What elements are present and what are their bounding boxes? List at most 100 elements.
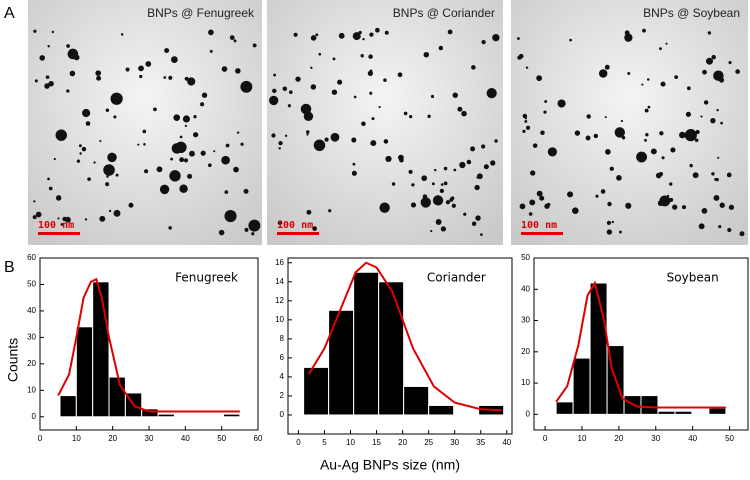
particle <box>585 135 591 141</box>
particle <box>655 172 662 179</box>
histogram-bar <box>353 271 380 416</box>
particle <box>703 100 709 105</box>
panel-label: B <box>4 259 15 276</box>
histogram-bar <box>141 408 159 418</box>
particle <box>187 173 193 179</box>
particle <box>430 94 435 99</box>
particle <box>105 182 110 187</box>
particle <box>609 166 614 171</box>
tem-image: BNPs @ Fenugreek 100 nm <box>28 0 262 245</box>
x-tick-label: 0 <box>296 438 301 447</box>
particle <box>277 220 283 226</box>
particle <box>107 152 117 163</box>
particle <box>684 129 697 142</box>
particle <box>278 140 283 146</box>
particle <box>682 205 687 210</box>
particle <box>391 182 396 186</box>
image-background <box>28 0 262 245</box>
particle <box>666 194 670 198</box>
particle <box>284 134 288 137</box>
particle <box>674 75 679 80</box>
particle <box>271 133 276 138</box>
particle <box>443 166 448 171</box>
particle <box>184 124 187 128</box>
particle <box>369 91 373 95</box>
particle <box>644 138 647 142</box>
particle <box>99 215 106 222</box>
particle <box>95 70 102 77</box>
particle <box>138 65 144 72</box>
particle <box>288 90 293 95</box>
particle <box>644 108 649 113</box>
particle <box>57 217 60 220</box>
x-tick-label: 10 <box>578 434 587 443</box>
particle <box>659 47 662 51</box>
particle <box>569 38 572 42</box>
particle <box>142 129 147 134</box>
particle <box>295 76 301 82</box>
particle <box>574 130 581 136</box>
particle <box>461 110 467 117</box>
particle <box>607 201 612 207</box>
particle <box>481 144 486 149</box>
particle <box>378 105 381 109</box>
particle <box>475 215 481 221</box>
particle <box>103 164 115 176</box>
particle <box>486 87 497 99</box>
particle <box>689 163 693 168</box>
particle <box>213 150 216 153</box>
histogram-chart: 0 10 20 30 40 50 60 0 10 20 30 40 50 60 Fenugreek <box>27 253 263 443</box>
y-tick-label: 20 <box>27 359 36 368</box>
particle <box>385 155 392 163</box>
particle <box>82 108 91 118</box>
particle <box>120 33 124 36</box>
particle <box>200 150 206 156</box>
particle <box>273 73 276 77</box>
particle <box>175 141 187 153</box>
particle <box>463 212 467 216</box>
y-axis-label: Counts <box>5 338 21 382</box>
scale-bar <box>38 232 80 235</box>
particle <box>739 231 745 237</box>
particle <box>411 183 415 187</box>
y-tick-label: 6 <box>280 353 285 362</box>
particle <box>81 146 87 152</box>
particle <box>360 54 364 58</box>
particle <box>713 70 724 81</box>
particle <box>606 220 611 225</box>
particle <box>694 138 699 143</box>
particle <box>128 202 134 208</box>
particle <box>586 114 591 119</box>
particle <box>171 56 178 63</box>
y-tick-label: 16 <box>275 258 284 267</box>
particle <box>352 32 361 41</box>
y-tick-label: 4 <box>280 372 285 381</box>
histogram-bar <box>555 401 574 415</box>
particle <box>571 207 579 215</box>
particle <box>710 118 716 124</box>
histogram-bar <box>428 404 455 416</box>
y-tick-label: 30 <box>27 332 36 341</box>
histogram-bar <box>108 376 126 418</box>
y-tick-label: 0 <box>32 412 37 421</box>
particle <box>244 227 249 232</box>
y-tick-label: 14 <box>275 277 284 286</box>
chart-title: Fenugreek <box>175 271 238 285</box>
particle <box>616 175 622 181</box>
histogram-bar <box>708 407 727 415</box>
particle <box>304 111 308 115</box>
particle <box>306 209 312 215</box>
particle <box>352 162 356 166</box>
particle <box>524 117 527 120</box>
y-tick-label: 50 <box>27 280 36 289</box>
particle <box>332 57 336 61</box>
particle <box>269 95 279 106</box>
particle <box>604 64 610 70</box>
x-tick-label: 10 <box>346 438 355 447</box>
particle <box>720 121 723 125</box>
particle <box>306 133 309 136</box>
x-axis-label: Au-Ag BNPs size (nm) <box>320 457 460 473</box>
histogram-bar <box>589 282 608 415</box>
particle <box>361 121 366 127</box>
particle <box>179 184 188 193</box>
